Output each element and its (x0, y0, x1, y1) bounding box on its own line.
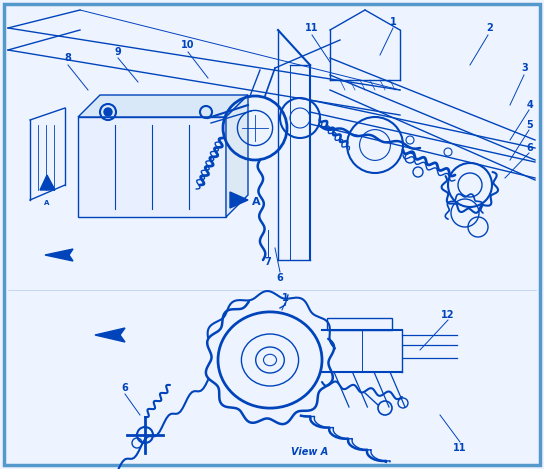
Text: 3: 3 (522, 63, 528, 73)
Text: 4: 4 (527, 100, 533, 110)
Text: 6: 6 (122, 383, 128, 393)
Polygon shape (78, 117, 226, 217)
Text: 6: 6 (527, 143, 533, 153)
Polygon shape (40, 175, 55, 190)
Text: A: A (252, 197, 261, 207)
Polygon shape (78, 95, 248, 117)
Text: 5: 5 (527, 120, 533, 130)
Bar (327, 318, 392, 330)
Text: 11: 11 (305, 23, 319, 33)
Polygon shape (230, 192, 248, 208)
Text: 2: 2 (487, 23, 493, 33)
Text: 9: 9 (115, 47, 121, 57)
Text: A: A (44, 200, 50, 206)
Text: 8: 8 (65, 53, 71, 63)
Text: 12: 12 (441, 310, 455, 320)
Polygon shape (226, 95, 248, 217)
Text: 1: 1 (390, 17, 397, 27)
Text: 11: 11 (453, 443, 467, 453)
Text: 6: 6 (277, 273, 283, 283)
Text: 7: 7 (264, 257, 271, 267)
Polygon shape (45, 249, 73, 261)
Text: View A: View A (292, 447, 329, 457)
Text: 10: 10 (181, 40, 195, 50)
Polygon shape (95, 328, 125, 342)
Circle shape (104, 108, 112, 116)
Text: 1: 1 (282, 293, 288, 303)
